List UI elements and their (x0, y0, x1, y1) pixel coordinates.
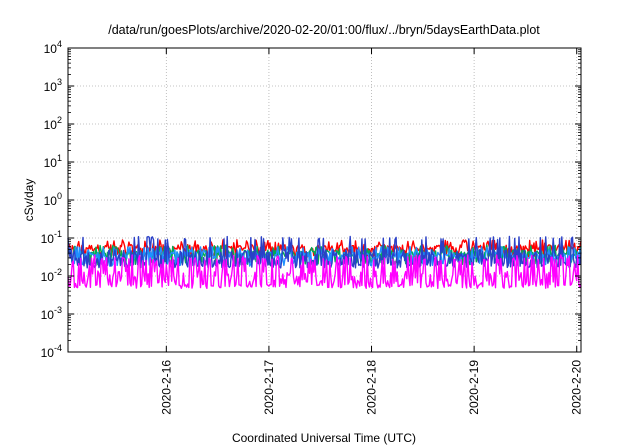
y-tick-label: 100 (44, 191, 62, 208)
y-tick-label: 10-1 (41, 229, 62, 246)
series-line (67, 254, 582, 289)
axis-ticks (68, 47, 581, 353)
series-lines (67, 235, 582, 289)
y-tick-labels: 10-4 10-3 10-2 10-1 100 101 102 103 104 (41, 39, 62, 360)
x-axis-label: Coordinated Universal Time (UTC) (232, 431, 416, 445)
y-tick-label: 10-2 (41, 267, 62, 284)
y-tick-label: 10-4 (41, 343, 62, 360)
x-tick-label: 2020-2-16 (159, 360, 173, 415)
chart-title: /data/run/goesPlots/archive/2020-02-20/0… (108, 23, 540, 37)
x-tick-label: 2020-2-19 (467, 360, 481, 415)
y-axis-label: cSv/day (22, 179, 36, 222)
y-tick-label: 104 (44, 39, 62, 56)
y-tick-label: 102 (44, 115, 62, 132)
x-tick-label: 2020-2-18 (365, 360, 379, 415)
x-tick-label: 2020-2-20 (570, 360, 584, 415)
x-tick-label: 2020-2-17 (262, 360, 276, 415)
y-tick-label: 10-3 (41, 305, 62, 322)
x-tick-labels: 2020-2-16 2020-2-17 2020-2-18 2020-2-19 2020… (159, 360, 583, 415)
y-tick-label: 101 (44, 153, 62, 170)
y-tick-label: 103 (44, 77, 62, 94)
